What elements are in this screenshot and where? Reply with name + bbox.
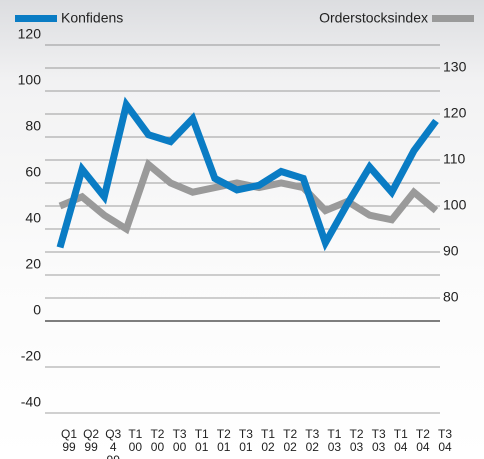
- x-tick-label: T3 04: [434, 428, 456, 454]
- y-tick-label: -20: [21, 348, 41, 364]
- x-tick-label: T3 03: [368, 428, 390, 454]
- y-tick-label: 120: [18, 26, 42, 42]
- x-tick-label: T2 02: [279, 428, 301, 454]
- y-tick-label: 80: [25, 118, 41, 134]
- y2-tick-label: 120: [443, 105, 467, 121]
- chart: -40 -20 0 20 40 60 80 100 120 80 90 100 110 120 130 Kon…: [0, 0, 484, 459]
- x-tick-label: T2 00: [146, 428, 168, 454]
- y2-tick-label: 110: [443, 151, 466, 167]
- y-tick-label: 0: [33, 302, 41, 318]
- x-tick-label: T3 01: [235, 428, 257, 454]
- legend-swatch: [15, 15, 57, 22]
- x-tick-label: T2 04: [412, 428, 434, 454]
- y-tick-label: 40: [25, 210, 41, 226]
- y2-tick-label: 100: [443, 197, 467, 213]
- x-tick-label: T1 04: [390, 428, 412, 454]
- x-tick-label: T3 02: [301, 428, 323, 454]
- x-tick-label: Q2 99: [80, 428, 102, 454]
- y2-tick-label: 90: [443, 243, 459, 259]
- x-tick-label: Q34 99: [102, 428, 124, 459]
- legend-label: Konfidens: [61, 10, 123, 26]
- x-tick-label: T1 02: [257, 428, 279, 454]
- x-tick-label: T1 03: [323, 428, 345, 454]
- legend-swatch: [432, 15, 474, 22]
- y-tick-label: 20: [25, 256, 41, 272]
- chart-svg: -40 -20 0 20 40 60 80 100 120 80 90 100 110 120 130 Kon…: [0, 0, 484, 459]
- y2-tick-label: 80: [443, 289, 459, 305]
- y2-tick-label: 130: [443, 59, 467, 75]
- x-tick-label: Q1 99: [58, 428, 80, 454]
- y-tick-label: -40: [21, 394, 41, 410]
- x-tick-label: T2 03: [346, 428, 368, 454]
- y-tick-label: 60: [25, 164, 41, 180]
- x-tick-label: T3 00: [169, 428, 191, 454]
- x-tick-label: T1 01: [191, 428, 213, 454]
- x-tick-label: T2 01: [213, 428, 235, 454]
- x-tick-label: T1 00: [124, 428, 146, 454]
- legend-label: Orderstocksindex: [319, 10, 428, 26]
- y-tick-label: 100: [18, 72, 42, 88]
